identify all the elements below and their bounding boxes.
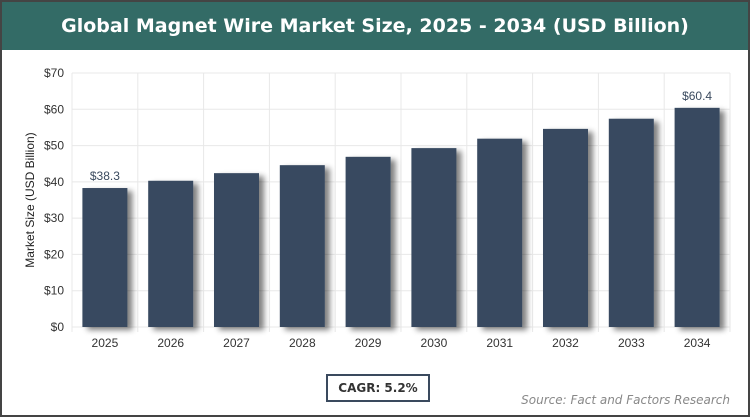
- bar-2027: [214, 173, 259, 327]
- y-tick-label: $20: [44, 247, 64, 261]
- bar-2031: [477, 138, 523, 327]
- source-note: Source: Fact and Factors Research: [521, 393, 730, 407]
- x-tick-label: 2028: [289, 336, 316, 350]
- x-tick-label: 2030: [421, 336, 448, 350]
- x-tick-label: 2027: [223, 336, 250, 350]
- bar-2029: [345, 156, 391, 327]
- x-tick-label: 2033: [618, 336, 645, 350]
- data-label: $38.3: [90, 169, 120, 183]
- y-tick-label: $0: [51, 320, 65, 334]
- y-tick-label: $10: [44, 284, 64, 298]
- x-tick-label: 2029: [355, 336, 382, 350]
- x-tick-label: 2031: [486, 336, 513, 350]
- chart-title: Global Magnet Wire Market Size, 2025 - 2…: [2, 2, 748, 50]
- bar-2025: [82, 188, 128, 327]
- x-tick-label: 2034: [684, 336, 711, 350]
- y-tick-label: $50: [44, 139, 64, 153]
- x-tick-label: 2032: [552, 336, 579, 350]
- x-tick-label: 2025: [92, 336, 119, 350]
- bar-2028: [279, 165, 325, 327]
- y-tick-label: $70: [44, 66, 64, 80]
- bar-2030: [411, 148, 457, 327]
- cagr-badge: CAGR: 5.2%: [326, 374, 430, 402]
- data-label: $60.4: [682, 89, 712, 103]
- y-tick-label: $40: [44, 175, 64, 189]
- y-tick-label: $60: [44, 102, 64, 116]
- bar-2034: [674, 107, 720, 327]
- bar-2033: [608, 118, 654, 327]
- y-tick-label: $30: [44, 211, 64, 225]
- y-axis-label: Market Size (USD Billion): [23, 132, 37, 267]
- bar-2032: [543, 128, 588, 327]
- x-tick-label: 2026: [157, 336, 184, 350]
- bar-2026: [148, 180, 194, 327]
